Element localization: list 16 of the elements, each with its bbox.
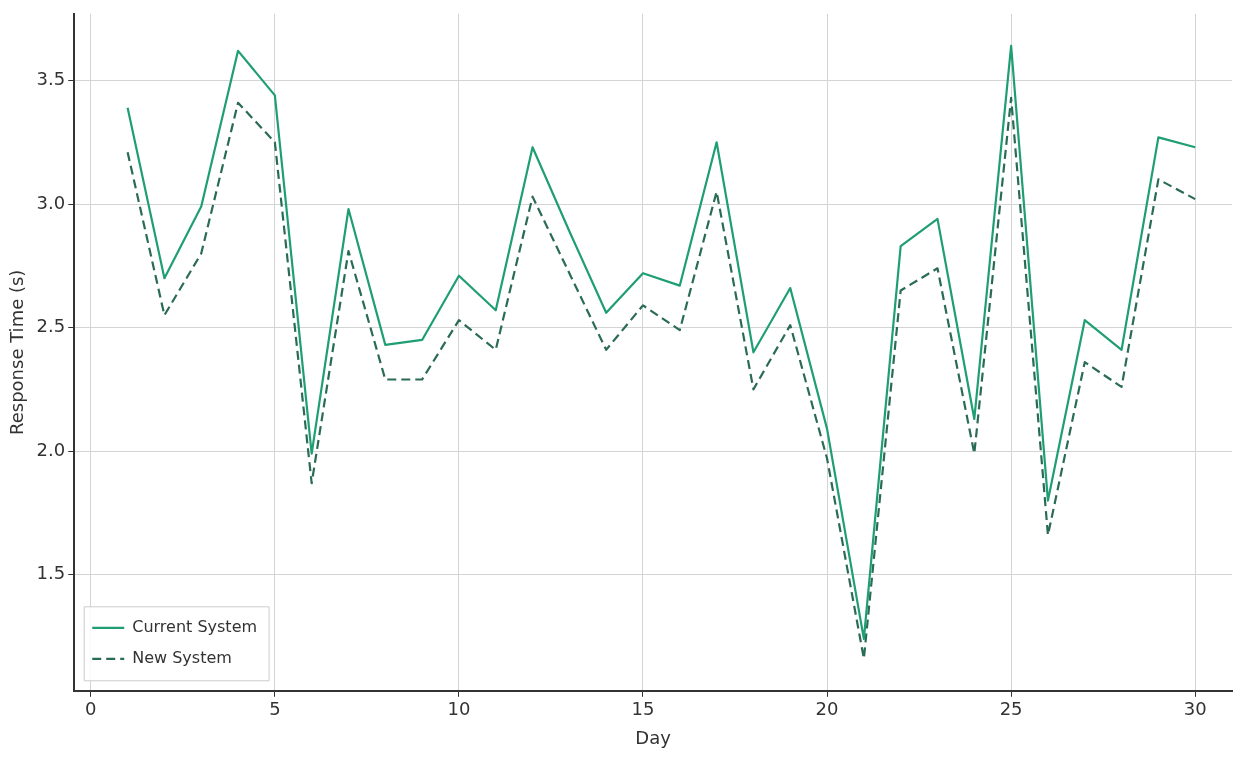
- x-tick-label: 5: [269, 698, 281, 720]
- y-axis-title: Response Time (s): [6, 269, 28, 435]
- y-tick-label: 3.0: [36, 191, 66, 213]
- x-axis-title: Day: [635, 726, 672, 748]
- y-tick-label: 2.0: [36, 438, 66, 460]
- x-tick-label: 30: [1183, 698, 1207, 720]
- x-tick-label: 15: [631, 698, 655, 720]
- x-tick-label: 0: [85, 698, 97, 720]
- y-tick-label: 3.5: [36, 68, 66, 90]
- x-tick-label: 25: [999, 698, 1023, 720]
- y-tick-label: 1.5: [36, 562, 66, 584]
- x-tick-label: 20: [815, 698, 839, 720]
- legend-label: Current System: [132, 616, 258, 636]
- x-tick-label: 10: [447, 698, 471, 720]
- legend-label: New System: [132, 647, 232, 667]
- y-tick-label: 2.5: [36, 315, 66, 337]
